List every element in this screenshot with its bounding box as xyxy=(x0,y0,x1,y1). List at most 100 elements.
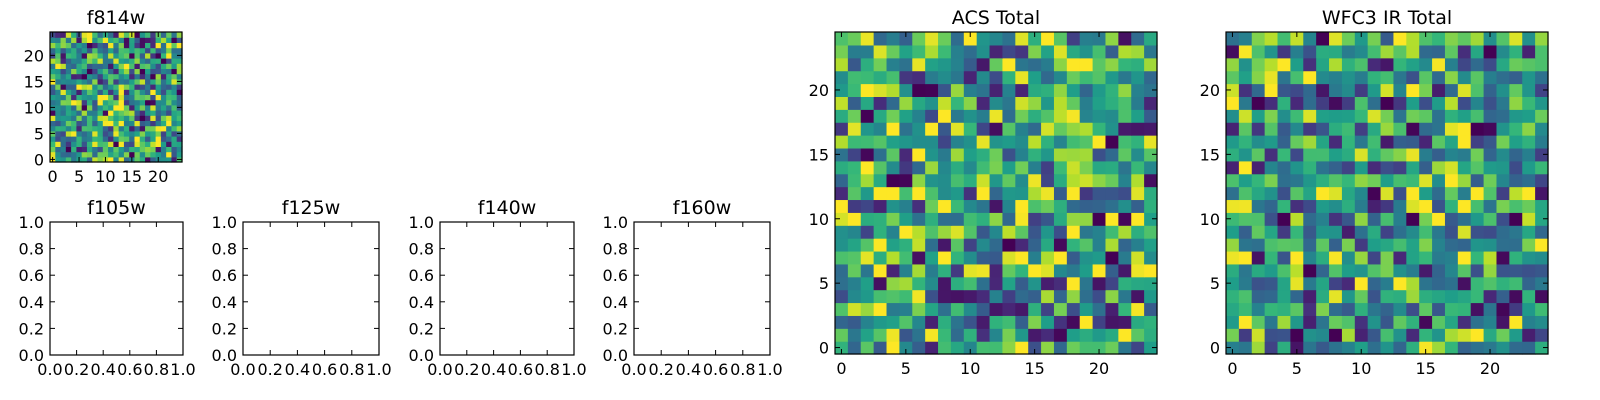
heatmap-cell xyxy=(145,136,151,142)
heatmap-cell xyxy=(1496,199,1510,213)
heatmap-cell xyxy=(81,37,88,43)
heatmap-cell xyxy=(1470,32,1485,46)
heatmap-cell xyxy=(1251,44,1266,59)
heatmap-cell xyxy=(1131,199,1145,213)
heatmap-cell xyxy=(1509,173,1523,188)
heatmap-cell xyxy=(1457,96,1472,110)
heatmap-cell xyxy=(860,289,875,304)
heatmap-cell xyxy=(81,146,88,153)
heatmap-cell xyxy=(963,238,978,252)
heatmap-cell xyxy=(65,42,72,49)
heatmap-cell xyxy=(1432,199,1446,213)
heatmap-cell xyxy=(1226,238,1240,252)
heatmap-cell xyxy=(912,289,926,304)
heatmap-cell xyxy=(925,122,939,136)
heatmap-cell xyxy=(97,146,104,153)
heatmap-cell xyxy=(1509,160,1523,175)
heatmap-cell xyxy=(1444,122,1459,136)
heatmap-cell xyxy=(129,42,136,49)
heatmap-cell xyxy=(97,84,104,90)
heatmap-cell xyxy=(60,47,67,54)
heatmap-cell xyxy=(1419,186,1433,201)
heatmap-cell xyxy=(145,47,151,54)
heatmap-cell xyxy=(102,151,109,158)
heatmap-cell xyxy=(155,110,162,116)
heatmap-cell xyxy=(1341,238,1356,252)
heatmap-cell xyxy=(108,58,114,64)
heatmap-cell xyxy=(1226,57,1240,72)
heatmap-cell xyxy=(1028,302,1042,316)
heatmap-cell xyxy=(139,136,146,142)
heatmap-cell xyxy=(1496,173,1510,188)
heatmap-cell xyxy=(1432,122,1446,136)
heatmap-cell xyxy=(1535,83,1549,97)
heatmap-cell xyxy=(176,68,183,75)
heatmap-cell xyxy=(102,73,109,80)
heatmap-cell xyxy=(1341,160,1356,175)
heatmap-cell xyxy=(76,120,83,127)
y-tick-label: 1.0 xyxy=(409,213,434,232)
heatmap-cell xyxy=(912,83,926,97)
heatmap-cell xyxy=(1251,83,1266,97)
heatmap-cell xyxy=(1367,302,1382,316)
heatmap-cell xyxy=(1053,289,1068,304)
heatmap-cell xyxy=(108,141,114,147)
heatmap-cell xyxy=(160,110,167,116)
heatmap-cell xyxy=(145,84,151,90)
heatmap-cell xyxy=(1118,250,1132,265)
heatmap-cell xyxy=(1367,250,1382,265)
y-tick-label: 0.6 xyxy=(19,266,44,285)
heatmap-cell xyxy=(55,136,62,142)
heatmap-cell xyxy=(1028,315,1042,329)
heatmap-cell xyxy=(55,156,62,163)
heatmap-cell xyxy=(976,212,991,226)
heatmap-cell xyxy=(1522,289,1536,304)
heatmap-cell xyxy=(1105,328,1119,342)
heatmap-cell xyxy=(1522,341,1536,355)
heatmap-cell xyxy=(134,141,141,147)
heatmap-cell xyxy=(1406,96,1420,110)
heatmap-cell xyxy=(835,250,849,265)
heatmap-cell xyxy=(1329,32,1343,46)
heatmap-cell xyxy=(81,156,88,163)
heatmap-cell xyxy=(976,44,991,59)
heatmap-cell xyxy=(1041,289,1055,304)
heatmap-cell xyxy=(1092,212,1107,226)
heatmap-cell xyxy=(65,47,72,54)
heatmap-cell xyxy=(113,94,120,101)
heatmap-cell xyxy=(899,32,913,46)
heatmap-cell xyxy=(847,70,862,85)
heatmap-cell xyxy=(989,57,1004,72)
heatmap-cell xyxy=(92,32,99,38)
heatmap-cell xyxy=(835,32,849,46)
heatmap-cell xyxy=(1251,135,1266,149)
heatmap-cell xyxy=(1316,238,1330,252)
heatmap-cell xyxy=(1380,341,1395,355)
heatmap-cell xyxy=(1238,160,1253,175)
heatmap-cell xyxy=(1535,96,1549,110)
plot-frame xyxy=(242,221,380,356)
heatmap-cell xyxy=(1406,32,1420,46)
heatmap-cell xyxy=(1457,289,1472,304)
heatmap-cell xyxy=(102,99,109,106)
heatmap-cell xyxy=(155,42,162,49)
heatmap-cell xyxy=(1535,186,1549,201)
heatmap-cell xyxy=(113,125,120,132)
heatmap-cell xyxy=(65,78,72,85)
heatmap-cell xyxy=(81,84,88,90)
heatmap-cell xyxy=(950,250,965,265)
heatmap-cell xyxy=(1483,70,1498,85)
heatmap-cell xyxy=(976,328,991,342)
heatmap-cell xyxy=(1406,238,1420,252)
heatmap-cell xyxy=(1002,147,1016,162)
heatmap-cell xyxy=(912,315,926,329)
heatmap-cell xyxy=(113,63,120,69)
heatmap-cell xyxy=(873,173,888,188)
heatmap-cell xyxy=(176,99,183,106)
heatmap-cell xyxy=(171,151,178,158)
heatmap-cell xyxy=(899,135,913,149)
heatmap-cell xyxy=(989,225,1004,239)
heatmap-cell xyxy=(976,173,991,188)
heatmap-cell xyxy=(1483,341,1498,355)
heatmap-cell xyxy=(166,32,173,38)
